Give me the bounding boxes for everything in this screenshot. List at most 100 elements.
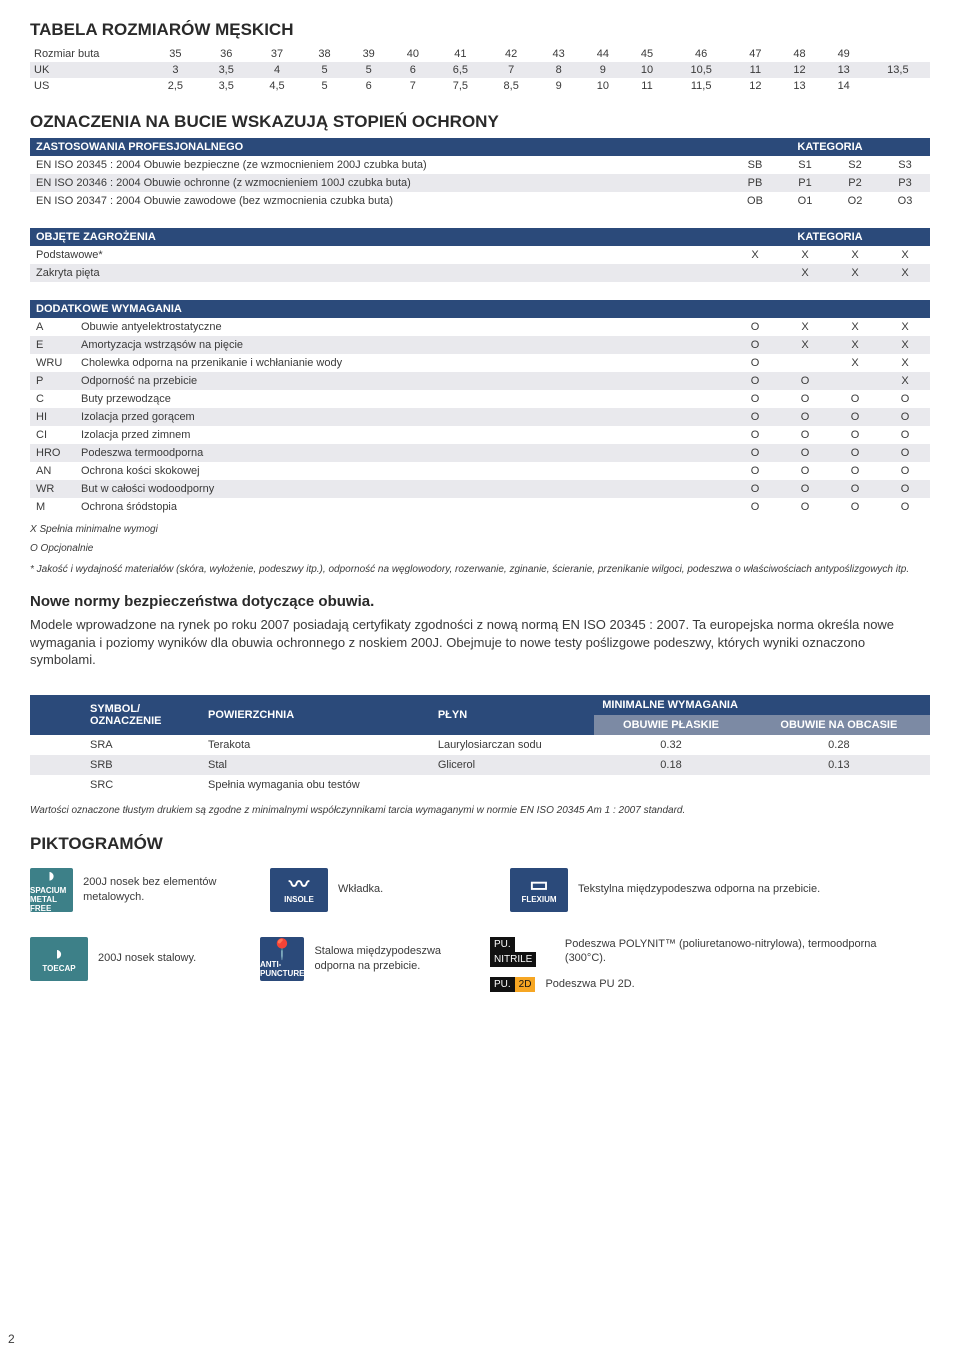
pu-badge: PU. xyxy=(490,977,515,992)
hazard-cell: X xyxy=(780,246,830,264)
hazard-cell xyxy=(730,264,780,282)
hazard-cell: X xyxy=(880,264,930,282)
markings-hdr-right: KATEGORIA xyxy=(730,138,930,156)
additional-cell xyxy=(830,372,880,390)
size-cell: 5 xyxy=(347,62,391,78)
additional-cell: O xyxy=(830,498,880,516)
sym-cell-symbol: SRA xyxy=(30,735,200,755)
sym-cell-heel: 0.13 xyxy=(748,755,930,775)
legend-o: O Opcjonalnie xyxy=(30,543,930,554)
size-cell: 49 xyxy=(822,46,866,62)
size-cell: 47 xyxy=(733,46,777,62)
additional-cell: O xyxy=(830,426,880,444)
markings-row-text: EN ISO 20346 : 2004 Obuwie ochronne (z w… xyxy=(30,174,730,192)
markings-cat-cell: O2 xyxy=(830,192,880,210)
additional-label: Izolacja przed gorącem xyxy=(75,408,730,426)
additional-cell: O xyxy=(880,498,930,516)
additional-table: DODATKOWE WYMAGANIAAObuwie antyelektrost… xyxy=(30,300,930,516)
additional-cell: O xyxy=(730,318,780,336)
size-cell: 37 xyxy=(252,46,303,62)
sym-cell-heel: 0.28 xyxy=(748,735,930,755)
size-cell: 4,5 xyxy=(252,78,303,94)
markings-cat-cell: PB xyxy=(730,174,780,192)
size-cell: 13 xyxy=(822,62,866,78)
pikto-text: 200J nosek stalowy. xyxy=(98,951,196,965)
additional-label: Ochrona śródstopia xyxy=(75,498,730,516)
size-cell: 10,5 xyxy=(669,62,733,78)
symbol-footnote: Wartości oznaczone tłustym drukiem są zg… xyxy=(30,805,930,816)
pikto-item: 〰 INSOLE Wkładka. xyxy=(270,868,470,912)
antipuncture-icon: 📍 ANTI-PUNCTURE xyxy=(260,937,304,981)
size-row-label: UK xyxy=(30,62,150,78)
additional-cell: O xyxy=(880,426,930,444)
size-cell: 5 xyxy=(302,62,346,78)
additional-cell: X xyxy=(780,318,830,336)
additional-label: But w całości wodoodporny xyxy=(75,480,730,498)
sym-cell-heel xyxy=(748,775,930,795)
insole-icon: 〰 INSOLE xyxy=(270,868,328,912)
sym-cell-flat: 0.32 xyxy=(594,735,747,755)
markings-cat-cell: S1 xyxy=(780,156,830,174)
additional-cell: O xyxy=(730,480,780,498)
sym-hdr-heel: OBUWIE NA OBCASIE xyxy=(748,715,930,735)
additional-code: P xyxy=(30,372,75,390)
additional-label: Buty przewodzące xyxy=(75,390,730,408)
additional-cell: O xyxy=(780,444,830,462)
additional-cell: O xyxy=(830,444,880,462)
size-cell: 6 xyxy=(347,78,391,94)
additional-cell: O xyxy=(880,480,930,498)
markings-row-text: EN ISO 20347 : 2004 Obuwie zawodowe (bez… xyxy=(30,192,730,210)
additional-code: WRU xyxy=(30,354,75,372)
legend-x: X Spełnia minimalne wymogi xyxy=(30,524,930,535)
pikto-text: Wkładka. xyxy=(338,882,383,896)
additional-cell: X xyxy=(830,336,880,354)
size-cell: 6,5 xyxy=(435,62,486,78)
size-cell: 3,5 xyxy=(201,62,252,78)
additional-cell: O xyxy=(880,462,930,480)
sym-cell-fluid: Laurylosiarczan sodu xyxy=(430,735,594,755)
additional-cell: O xyxy=(830,408,880,426)
additional-code: CI xyxy=(30,426,75,444)
norms-paragraph: Modele wprowadzone na rynek po roku 2007… xyxy=(30,616,930,669)
additional-code: A xyxy=(30,318,75,336)
size-cell: 7 xyxy=(391,78,435,94)
pikto-text: Tekstylna międzypodeszwa odporna na prze… xyxy=(578,882,820,896)
additional-code: HI xyxy=(30,408,75,426)
additional-cell: O xyxy=(780,498,830,516)
markings-cat-cell: P2 xyxy=(830,174,880,192)
hazards-table: OBJĘTE ZAGROŻENIAKATEGORIAPodstawowe*XXX… xyxy=(30,228,930,282)
size-cell: 40 xyxy=(391,46,435,62)
markings-cat-cell: O1 xyxy=(780,192,830,210)
size-cell: 45 xyxy=(625,46,669,62)
size-cell: 3 xyxy=(150,62,201,78)
additional-cell: O xyxy=(830,480,880,498)
size-row-label: Rozmiar buta xyxy=(30,46,150,62)
additional-cell: X xyxy=(780,336,830,354)
additional-code: E xyxy=(30,336,75,354)
markings-cat-cell: OB xyxy=(730,192,780,210)
markings-cat-cell: P1 xyxy=(780,174,830,192)
additional-cell: O xyxy=(880,408,930,426)
additional-cell: X xyxy=(830,354,880,372)
size-cell: 12 xyxy=(777,62,821,78)
size-cell: 10 xyxy=(625,62,669,78)
pu-2d-item: PU.2D Podeszwa PU 2D. xyxy=(490,977,890,992)
size-cell: 12 xyxy=(733,78,777,94)
size-cell: 43 xyxy=(537,46,581,62)
size-cell: 13,5 xyxy=(866,62,930,78)
additional-cell: O xyxy=(780,372,830,390)
additional-cell xyxy=(780,354,830,372)
sym-hdr-symbol: SYMBOL/ OZNACZENIE xyxy=(30,695,200,735)
additional-code: HRO xyxy=(30,444,75,462)
pikto-text: 200J nosek bez elementów metalowych. xyxy=(83,875,230,904)
pikto-text: Podeszwa PU 2D. xyxy=(545,977,634,991)
additional-cell: O xyxy=(730,336,780,354)
markings-row-text: EN ISO 20345 : 2004 Obuwie bezpieczne (z… xyxy=(30,156,730,174)
hazards-hdr-left: OBJĘTE ZAGROŻENIA xyxy=(30,228,730,246)
sym-cell-flat xyxy=(594,775,747,795)
hazards-hdr-right: KATEGORIA xyxy=(730,228,930,246)
additional-hdr: DODATKOWE WYMAGANIA xyxy=(30,300,930,318)
pikto-item: ◗ TOECAP 200J nosek stalowy. xyxy=(30,937,230,981)
size-cell: 3,5 xyxy=(201,78,252,94)
pu-badge: PU. xyxy=(490,937,515,952)
